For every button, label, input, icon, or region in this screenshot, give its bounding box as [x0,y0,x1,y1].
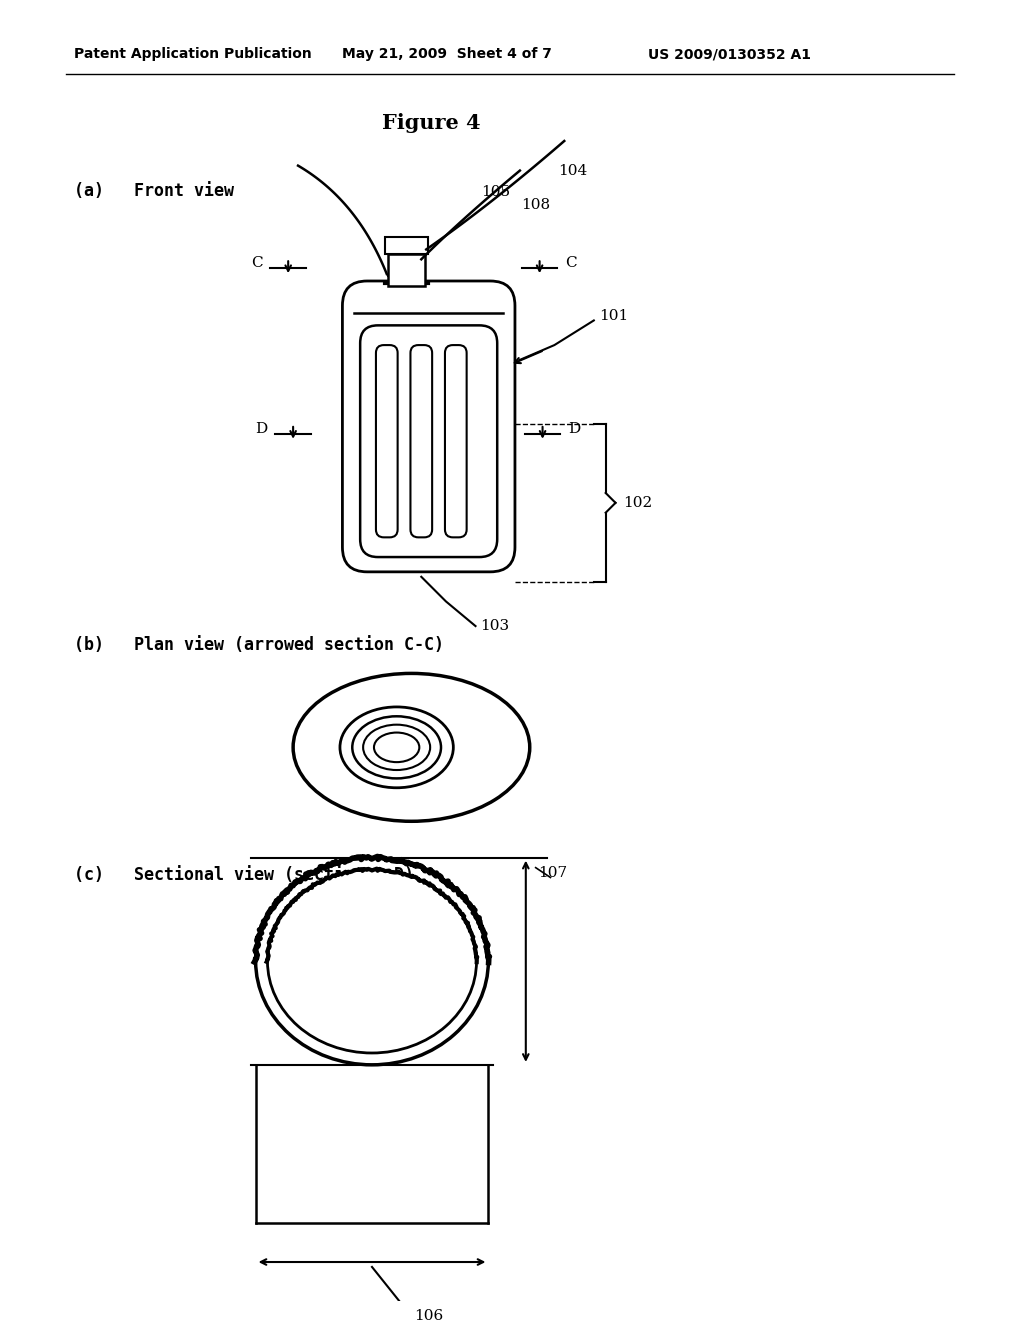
Text: US 2009/0130352 A1: US 2009/0130352 A1 [648,48,811,61]
Text: 106: 106 [415,1309,443,1320]
Text: (c)   Sectional view (section D-D): (c) Sectional view (section D-D) [74,866,415,883]
Text: 102: 102 [624,496,652,510]
Ellipse shape [374,733,419,762]
Text: 105: 105 [481,185,511,199]
Ellipse shape [352,717,441,779]
Bar [388,255,425,286]
FancyBboxPatch shape [411,345,432,537]
Ellipse shape [256,858,488,1065]
Text: 103: 103 [480,619,510,634]
FancyBboxPatch shape [445,345,467,537]
Ellipse shape [340,708,454,788]
FancyBboxPatch shape [342,281,515,572]
Bar [385,236,428,255]
Ellipse shape [293,673,529,821]
Text: 108: 108 [521,198,550,213]
Text: C: C [251,256,262,271]
Text: Patent Application Publication: Patent Application Publication [74,48,312,61]
Text: 104: 104 [558,164,588,178]
FancyBboxPatch shape [360,325,498,557]
Text: D: D [568,422,581,436]
Text: Figure 4: Figure 4 [382,114,480,133]
Text: C: C [565,256,577,271]
Text: 107: 107 [538,866,566,879]
Text: (a)   Front view: (a) Front view [74,182,234,201]
Ellipse shape [364,725,430,770]
Text: (b)   Plan view (arrowed section C-C): (b) Plan view (arrowed section C-C) [74,636,444,653]
Text: D: D [255,422,267,436]
Text: May 21, 2009  Sheet 4 of 7: May 21, 2009 Sheet 4 of 7 [342,48,552,61]
Text: 101: 101 [599,309,628,322]
FancyBboxPatch shape [376,345,397,537]
Ellipse shape [267,870,476,1053]
